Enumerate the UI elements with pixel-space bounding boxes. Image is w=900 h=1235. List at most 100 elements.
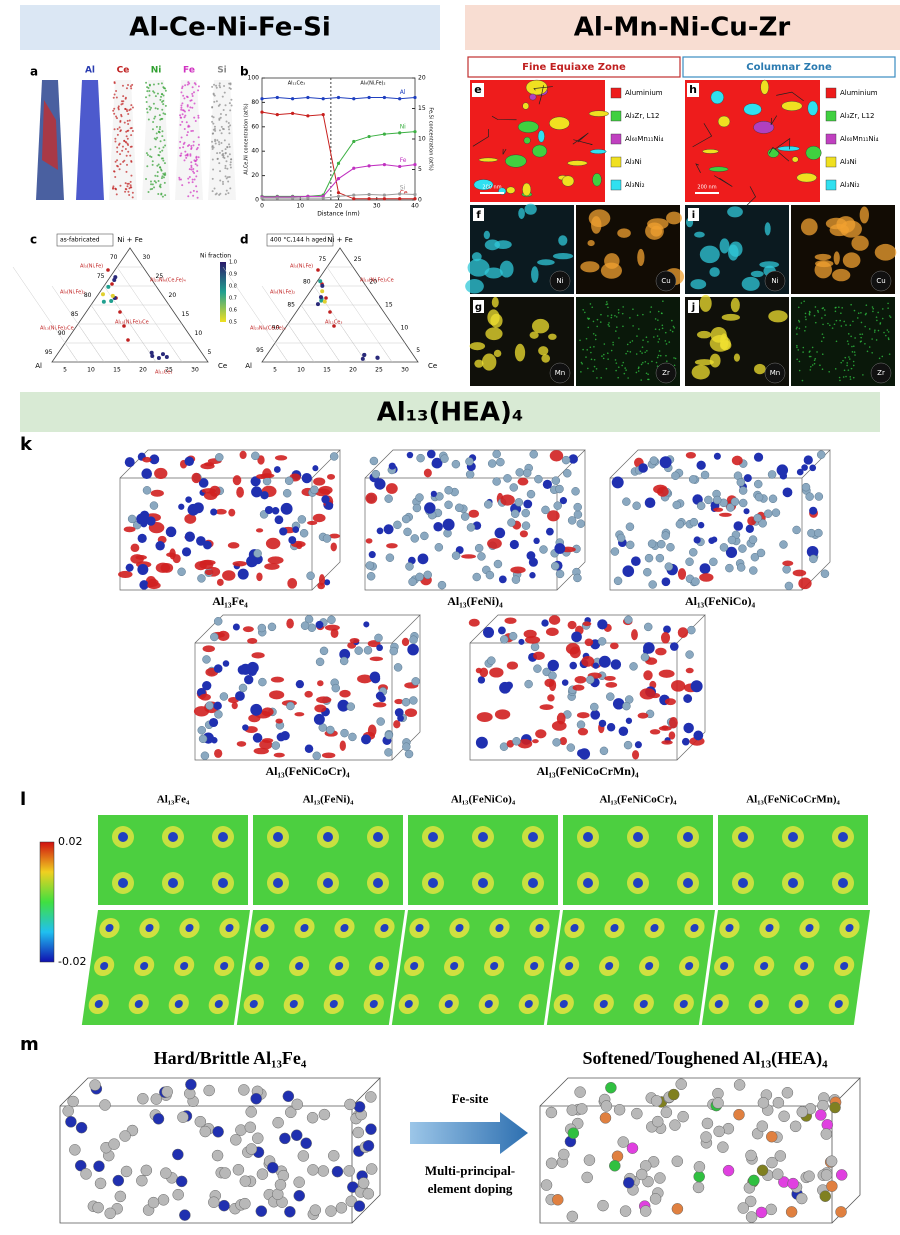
atom	[384, 494, 393, 503]
charge-lobe	[215, 508, 227, 515]
atom-speck	[145, 101, 148, 104]
charge-lobe	[699, 573, 714, 582]
element-signal	[465, 279, 484, 294]
atom	[753, 513, 762, 523]
panel-label-box	[472, 83, 484, 97]
atom	[512, 737, 521, 746]
atom-speck	[178, 176, 181, 179]
charge-lobe	[315, 620, 324, 629]
atom	[312, 751, 321, 761]
element-signal	[615, 362, 618, 364]
atom	[700, 1131, 712, 1143]
charge-core	[685, 962, 694, 970]
structure-label: Al₁₃(FeNiCoCr)₄	[265, 764, 350, 778]
atom	[709, 557, 718, 567]
atom-speck	[151, 160, 154, 163]
element-label: Ce	[117, 66, 130, 76]
atom-speck	[197, 114, 200, 117]
atom	[576, 720, 586, 729]
atom	[733, 1079, 746, 1091]
element-signal	[881, 355, 884, 358]
element-signal	[614, 359, 617, 361]
element-signal	[617, 366, 620, 369]
charge-core	[714, 1000, 723, 1008]
element-signal	[822, 307, 825, 309]
element-signal	[654, 328, 657, 330]
charge-core	[214, 1000, 223, 1008]
element-signal	[691, 364, 710, 380]
atom-speck	[155, 132, 158, 135]
atom	[499, 635, 509, 644]
phase-particle	[473, 179, 494, 191]
atom-speck	[227, 125, 230, 128]
atom	[835, 1169, 848, 1181]
element-signal	[647, 218, 669, 230]
element-signal	[587, 240, 595, 247]
phase-particle	[753, 121, 775, 134]
atom-speck	[145, 96, 148, 99]
atom-speck	[127, 123, 130, 126]
charge-lobe	[228, 508, 236, 517]
element-signal	[759, 261, 780, 269]
element-label: Zr	[662, 369, 670, 377]
atom-speck	[161, 93, 164, 96]
scale-bar	[695, 192, 719, 194]
atom-speck	[129, 127, 132, 130]
element-signal	[889, 316, 892, 318]
atom-speck	[162, 99, 165, 102]
element-signal	[874, 243, 897, 261]
ternary-grid	[116, 266, 183, 363]
x-tick-label: 20	[335, 203, 343, 210]
structure-label: Al₁₃(FeNiCo)₄	[451, 794, 516, 806]
element-signal	[591, 306, 594, 309]
charge-lobe	[574, 675, 587, 684]
charge-lobe	[798, 577, 812, 590]
element-signal	[600, 376, 602, 379]
atom	[666, 542, 675, 552]
element-signal	[585, 356, 587, 358]
atom	[440, 454, 449, 463]
phase-particle	[537, 130, 545, 143]
charge-core	[225, 924, 234, 932]
charge-core	[140, 962, 149, 970]
atom	[725, 563, 734, 573]
atom-speck	[149, 108, 152, 111]
atom	[408, 577, 417, 587]
charge-core	[683, 878, 693, 888]
charge-core	[788, 878, 798, 888]
charge-core	[478, 832, 488, 842]
charge-lobe	[404, 708, 418, 717]
ternary-tick: 75	[319, 256, 327, 263]
atom	[558, 1148, 570, 1161]
atom-speck	[211, 85, 214, 88]
atom	[150, 1093, 163, 1105]
charge-lobe	[517, 477, 529, 486]
element-signal	[664, 340, 667, 342]
element-signal	[626, 343, 629, 346]
phase-label: Al₉(Ni,Fe)₂	[270, 290, 295, 296]
phase-label: Al₁₃(Ni,Fe)₂Ce	[40, 326, 74, 332]
atom-speck	[223, 84, 226, 87]
atom-speck	[191, 94, 194, 97]
charge-lobe	[547, 510, 560, 522]
ternary-tick: 30	[191, 367, 199, 374]
charge-lobe	[376, 644, 383, 652]
atom-speck	[218, 143, 221, 146]
element-signal	[603, 353, 605, 356]
atom-speck	[228, 145, 231, 148]
atom	[205, 701, 214, 710]
atom-speck	[217, 104, 220, 107]
atom	[423, 570, 432, 580]
charge-lobe	[559, 497, 567, 505]
element-signal	[797, 306, 800, 309]
charge-core	[428, 878, 438, 888]
charge-lobe	[213, 664, 223, 673]
atom-speck	[127, 182, 130, 185]
structure-label: Al₁₃(FeNi)₄	[303, 794, 355, 806]
atom	[613, 576, 623, 586]
element-signal	[617, 228, 631, 238]
atom	[274, 1178, 287, 1191]
element-signal	[877, 329, 880, 332]
atom-speck	[223, 91, 226, 94]
legend-label: Al₃Ni	[625, 158, 642, 166]
